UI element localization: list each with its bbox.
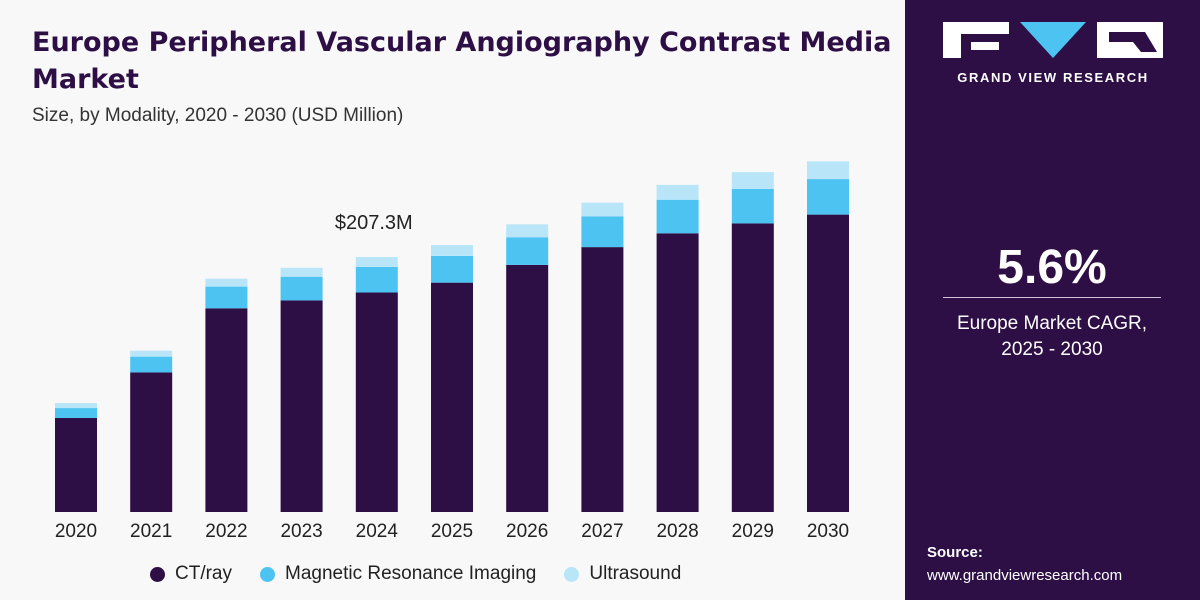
brand-name: GRAND VIEW RESEARCH: [957, 70, 1149, 85]
legend-swatch-mri: [260, 566, 275, 582]
x-tick-label-2020: 2020: [55, 521, 97, 542]
bar-ultrasound-2021: [130, 350, 173, 357]
bar-magnetic-resonance-imaging-2026: [506, 237, 549, 265]
side-panel: GRAND VIEW RESEARCH 5.6% Europe Market C…: [905, 0, 1200, 600]
legend-item-mri: Magnetic Resonance Imaging: [260, 563, 536, 585]
chart-area: Europe Peripheral Vascular Angiography C…: [32, 27, 892, 585]
source-url[interactable]: www.grandviewresearch.com: [927, 567, 1123, 584]
x-tick-label-2030: 2030: [807, 521, 849, 542]
cagr-label-line1: Europe Market CAGR,: [956, 313, 1148, 334]
x-tick-label-2022: 2022: [205, 521, 247, 542]
bar-magnetic-resonance-imaging-2024: [355, 266, 398, 293]
bar-ct-ray-2022: [205, 308, 248, 512]
bar-ultrasound-2024: [355, 256, 398, 267]
legend-label-mri: Magnetic Resonance Imaging: [285, 563, 537, 584]
source-title: Source:: [927, 544, 983, 561]
bar-magnetic-resonance-imaging-2025: [431, 255, 473, 283]
bar-magnetic-resonance-imaging-2023: [280, 276, 323, 301]
x-tick-label-2021: 2021: [130, 521, 172, 542]
bar-magnetic-resonance-imaging-2030: [807, 179, 849, 215]
bar-ultrasound-2025: [431, 245, 473, 256]
bar-ct-ray-2029: [731, 223, 774, 512]
cagr-value: 5.6%: [997, 241, 1107, 294]
legend-label-ct: CT/ray: [175, 563, 232, 584]
bar-ct-ray-2023: [280, 300, 323, 512]
bar-ultrasound-2026: [506, 224, 549, 238]
x-tick-label-2027: 2027: [581, 521, 623, 542]
bar-ct-ray-2026: [506, 264, 549, 512]
bar-ct-ray-2030: [807, 214, 849, 512]
value-annotation-2024: $207.3M: [335, 212, 413, 234]
cagr-divider: [943, 297, 1161, 298]
legend-swatch-ct: [150, 566, 165, 582]
bar-ultrasound-2022: [205, 278, 248, 287]
bar-magnetic-resonance-imaging-2027: [581, 216, 624, 248]
legend-item-ct: CT/ray: [150, 563, 232, 585]
bar-magnetic-resonance-imaging-2028: [656, 199, 699, 234]
legend: CT/ray Magnetic Resonance Imaging Ultras…: [150, 563, 681, 585]
bar-ct-ray-2021: [130, 372, 173, 512]
chart-title: Europe Peripheral Vascular Angiography C…: [32, 27, 892, 95]
bar-chart: 2020 2021 2022 2023 2024 $207.3M 2025 2026 2027 2…: [55, 161, 849, 542]
bar-ct-ray-2027: [581, 247, 624, 512]
bar-ct-ray-2024: [355, 292, 398, 512]
legend-label-ultrasound: Ultrasound: [589, 563, 682, 584]
cagr-label-line2: 2025 - 2030: [1001, 339, 1103, 360]
bar-magnetic-resonance-imaging-2022: [205, 286, 248, 309]
bar-ultrasound-2028: [656, 184, 699, 200]
x-tick-label-2024: 2024: [356, 521, 399, 542]
legend-item-ultrasound: Ultrasound: [564, 563, 681, 585]
bar-ct-ray-2028: [656, 233, 699, 512]
x-tick-label-2026: 2026: [506, 521, 548, 542]
bar-magnetic-resonance-imaging-2029: [731, 188, 774, 224]
legend-swatch-ultrasound: [564, 566, 580, 582]
bar-ultrasound-2027: [581, 202, 624, 217]
cagr-label: Europe Market CAGR, 2025 - 2030: [943, 311, 1161, 363]
bar-ct-ray-2025: [431, 282, 473, 512]
gvr-logo-icon: [943, 22, 1163, 58]
bar-ct-ray-2020: [55, 417, 97, 512]
x-tick-label-2028: 2028: [656, 521, 698, 542]
x-tick-label-2025: 2025: [431, 521, 473, 542]
x-tick-label-2023: 2023: [280, 521, 322, 542]
chart-subtitle: Size, by Modality, 2020 - 2030 (USD Mill…: [32, 105, 404, 126]
bar-ultrasound-2020: [55, 403, 97, 409]
bar-magnetic-resonance-imaging-2020: [55, 408, 97, 418]
bar-magnetic-resonance-imaging-2021: [130, 356, 173, 373]
bar-ultrasound-2029: [731, 172, 774, 189]
bar-ultrasound-2030: [807, 161, 849, 180]
x-tick-label-2029: 2029: [732, 521, 774, 542]
bar-ultrasound-2023: [280, 267, 323, 277]
